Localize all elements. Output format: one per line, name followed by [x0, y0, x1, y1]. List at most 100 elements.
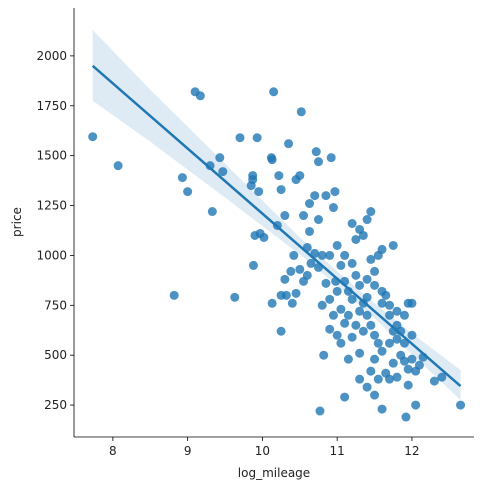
- point: [385, 310, 395, 320]
- point: [295, 171, 305, 181]
- point: [332, 330, 342, 340]
- point: [401, 412, 411, 422]
- point: [305, 226, 315, 236]
- point: [362, 382, 372, 392]
- point: [336, 338, 346, 348]
- point: [280, 274, 290, 284]
- point: [403, 364, 413, 374]
- point: [325, 294, 335, 304]
- point: [351, 234, 361, 244]
- point: [169, 290, 179, 300]
- point: [207, 207, 217, 217]
- point: [388, 240, 398, 250]
- point: [403, 380, 413, 390]
- point: [299, 276, 309, 286]
- point: [343, 310, 353, 320]
- point: [319, 350, 329, 360]
- point: [284, 139, 294, 149]
- point: [276, 326, 286, 336]
- point: [399, 338, 409, 348]
- point: [218, 167, 228, 177]
- point: [317, 250, 327, 260]
- point: [366, 254, 376, 264]
- point: [328, 203, 338, 213]
- point: [373, 374, 383, 384]
- point: [311, 147, 321, 157]
- point: [392, 372, 402, 382]
- point: [385, 338, 395, 348]
- point: [351, 270, 361, 280]
- point: [370, 390, 380, 400]
- point: [351, 320, 361, 330]
- y-tick-label: 1500: [36, 149, 67, 163]
- point: [347, 332, 357, 342]
- x-tick-label: 8: [109, 444, 117, 458]
- point: [355, 280, 365, 290]
- point: [321, 278, 331, 288]
- point: [291, 288, 301, 298]
- point: [252, 133, 262, 143]
- point: [88, 132, 98, 142]
- point: [281, 290, 291, 300]
- y-tick-label: 1750: [36, 99, 67, 113]
- point: [407, 298, 417, 308]
- point: [274, 171, 284, 181]
- point: [399, 310, 409, 320]
- point: [370, 266, 380, 276]
- point: [407, 330, 417, 340]
- point: [370, 330, 380, 340]
- y-tick-label: 500: [44, 348, 67, 362]
- x-tick-label: 11: [330, 444, 345, 458]
- point: [289, 250, 299, 260]
- point: [326, 153, 336, 163]
- regression-line: [91, 64, 462, 388]
- point: [299, 211, 309, 221]
- point: [177, 173, 187, 183]
- point: [254, 187, 264, 197]
- point: [355, 224, 365, 234]
- point: [373, 338, 383, 348]
- y-tick-label: 1000: [36, 248, 67, 262]
- point: [362, 310, 372, 320]
- point: [366, 320, 376, 330]
- point: [205, 161, 215, 171]
- y-tick-label: 250: [44, 398, 67, 412]
- point: [355, 348, 365, 358]
- point: [385, 300, 395, 310]
- point: [267, 155, 277, 165]
- point: [332, 286, 342, 296]
- point: [313, 157, 323, 167]
- point: [358, 326, 368, 336]
- point: [315, 406, 325, 416]
- point: [215, 153, 225, 163]
- point: [317, 300, 327, 310]
- point: [280, 211, 290, 221]
- point: [381, 368, 391, 378]
- point: [286, 266, 296, 276]
- point: [305, 199, 315, 209]
- point: [248, 175, 258, 185]
- point: [347, 218, 357, 228]
- point: [437, 372, 447, 382]
- point: [355, 306, 365, 316]
- point: [370, 354, 380, 364]
- point: [343, 354, 353, 364]
- point: [377, 286, 387, 296]
- point: [340, 250, 350, 260]
- point: [377, 346, 387, 356]
- point: [259, 232, 269, 242]
- point: [456, 400, 466, 410]
- point: [392, 334, 402, 344]
- point: [407, 354, 417, 364]
- point: [388, 358, 398, 368]
- x-tick-label: 12: [404, 444, 419, 458]
- point: [366, 207, 376, 217]
- point: [411, 400, 421, 410]
- point: [267, 298, 277, 308]
- x-tick-label: 10: [255, 444, 270, 458]
- point: [362, 215, 372, 225]
- point: [336, 260, 346, 270]
- point: [306, 258, 316, 268]
- y-tick-label: 2000: [36, 49, 67, 63]
